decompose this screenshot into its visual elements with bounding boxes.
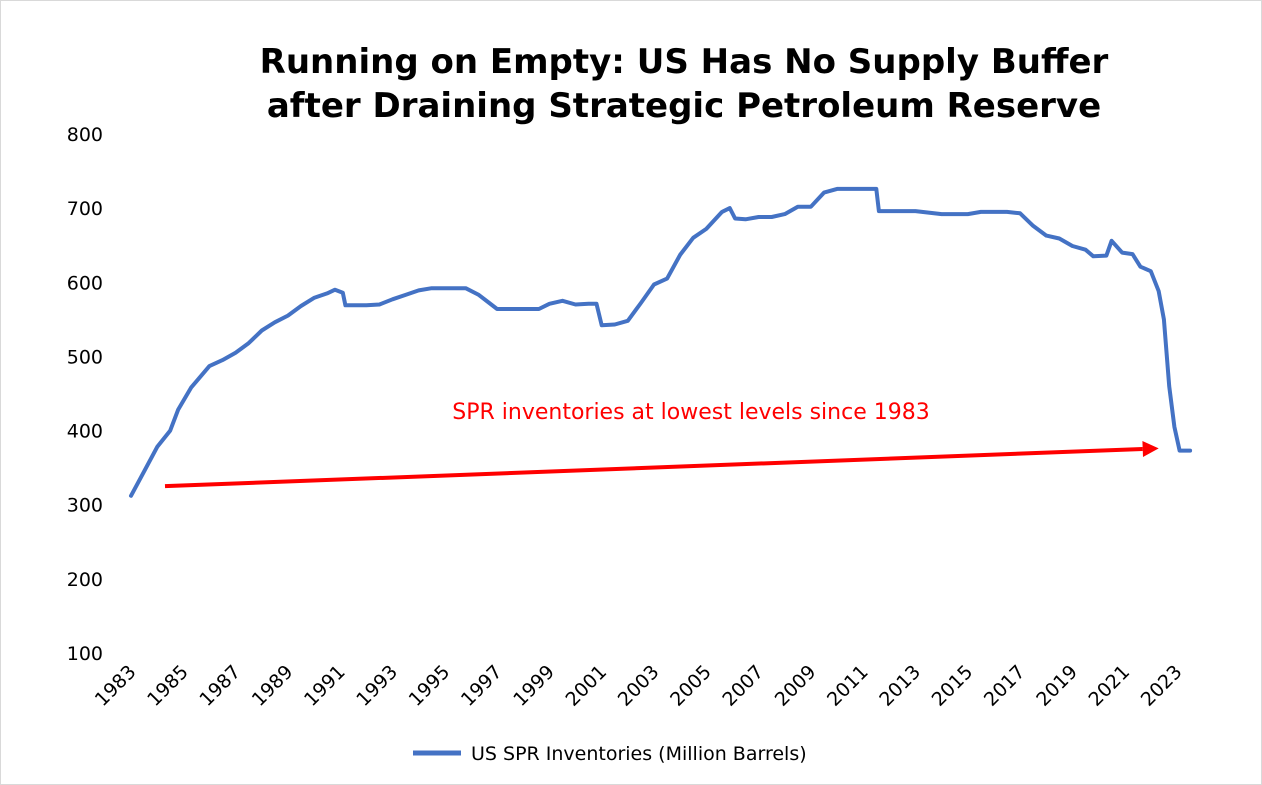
x-tick-label: 2011: [823, 661, 873, 711]
x-tick-label: 2003: [614, 661, 664, 711]
x-tick-label: 2005: [666, 661, 716, 711]
x-tick-label: 2019: [1032, 661, 1082, 711]
chart-title-line-1: Running on Empty: US Has No Supply Buffe…: [260, 42, 1109, 82]
trend-arrow-shaft: [164, 446, 1143, 489]
x-tick-label: 1983: [91, 661, 141, 711]
x-tick-label: 2015: [928, 661, 978, 711]
trend-arrow-head: [1142, 441, 1159, 457]
x-tick-label: 2007: [718, 661, 768, 711]
x-tick-label: 1987: [195, 661, 245, 711]
x-tick-label: 1991: [300, 661, 350, 711]
x-tick-label: 1985: [143, 661, 193, 711]
x-tick-label: 2013: [875, 661, 925, 711]
x-tick-label: 2021: [1084, 661, 1134, 711]
y-tick-label: 300: [67, 495, 103, 517]
annotation-text: SPR inventories at lowest levels since 1…: [452, 400, 929, 425]
y-tick-label: 200: [67, 569, 103, 591]
y-tick-label: 400: [67, 421, 103, 443]
x-tick-label: 1997: [457, 661, 507, 711]
series-layer: [129, 186, 1193, 498]
x-tick-label: 1999: [509, 661, 559, 711]
x-tick-label: 1989: [248, 661, 298, 711]
legend-label: US SPR Inventories (Million Barrels): [471, 743, 807, 765]
annotation-layer: SPR inventories at lowest levels since 1…: [164, 400, 1159, 489]
x-tick-label: 2023: [1137, 661, 1187, 711]
chart-title-line-2: after Draining Strategic Petroleum Reser…: [267, 86, 1101, 126]
x-tick-label: 2009: [771, 661, 821, 711]
legend: US SPR Inventories (Million Barrels): [413, 743, 807, 765]
y-tick-label: 800: [67, 124, 103, 146]
series-line: [129, 186, 1193, 498]
x-tick-label: 1993: [352, 661, 402, 711]
y-tick-label: 600: [67, 272, 103, 294]
x-tick-label: 2017: [980, 661, 1030, 711]
x-tick-label: 1995: [405, 661, 455, 711]
y-tick-label: 100: [67, 643, 103, 665]
y-axis: 100 200 300 400 500 600 700 800: [67, 124, 103, 665]
y-tick-label: 700: [67, 198, 103, 220]
chart-title: Running on Empty: US Has No Supply Buffe…: [260, 42, 1109, 126]
x-tick-label: 2001: [561, 661, 611, 711]
y-tick-label: 500: [67, 346, 103, 368]
x-axis: 1983 1985 1987 1989 1991 1993 1995 1997 1999 2001…: [91, 661, 1187, 711]
